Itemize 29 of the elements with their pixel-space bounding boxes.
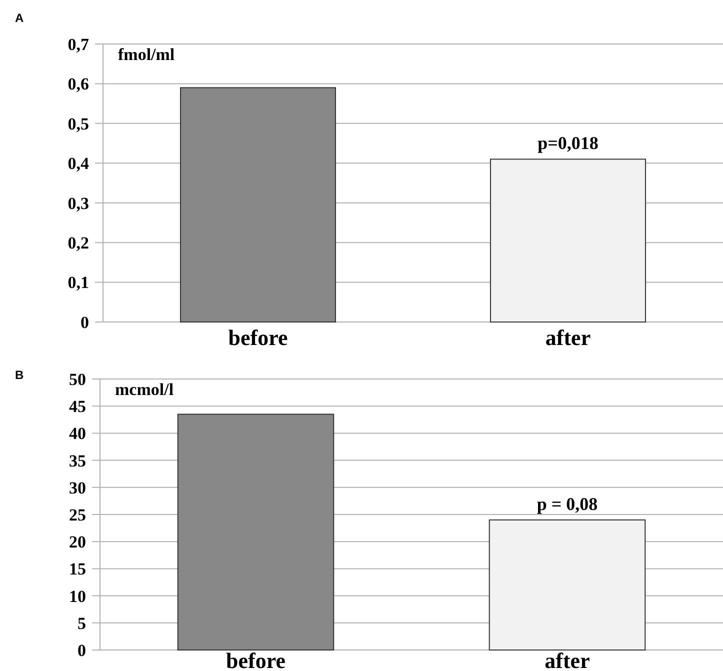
chart-title: B xyxy=(15,368,24,382)
y-axis-title: fmol/ml xyxy=(118,45,175,64)
y-tick-label: 0,4 xyxy=(68,154,90,174)
x-tick-label: before xyxy=(226,648,286,671)
y-tick-label: 35 xyxy=(69,451,86,470)
y-tick-label: 0,3 xyxy=(68,194,89,213)
y-tick-label: 50 xyxy=(69,370,86,389)
y-tick-label: 5 xyxy=(78,614,86,633)
y-tick-label: 0,1 xyxy=(68,273,89,292)
y-tick-label: 0,2 xyxy=(68,234,89,253)
y-tick-label: 15 xyxy=(69,560,86,579)
x-tick-label: after xyxy=(544,648,590,671)
annotation: p = 0,08 xyxy=(536,494,598,514)
x-tick-label: before xyxy=(228,325,288,350)
y-axis-title: mcmol/l xyxy=(115,380,174,399)
y-tick-label: 10 xyxy=(69,586,86,606)
y-tick-label: 0 xyxy=(78,640,86,660)
chart-title: A xyxy=(15,11,24,25)
y-tick-label: 0,7 xyxy=(68,34,90,54)
annotation: p=0,018 xyxy=(538,133,598,154)
y-tick-label: 0,6 xyxy=(68,74,89,94)
y-tick-label: 0,5 xyxy=(68,114,89,134)
y-tick-label: 40 xyxy=(69,424,86,444)
x-tick-label: after xyxy=(545,325,591,350)
y-tick-label: 45 xyxy=(69,397,86,416)
y-tick-label: 25 xyxy=(69,505,86,524)
y-tick-label: 30 xyxy=(69,478,86,498)
y-tick-label: 0 xyxy=(80,312,89,332)
y-tick-label: 20 xyxy=(69,532,86,552)
